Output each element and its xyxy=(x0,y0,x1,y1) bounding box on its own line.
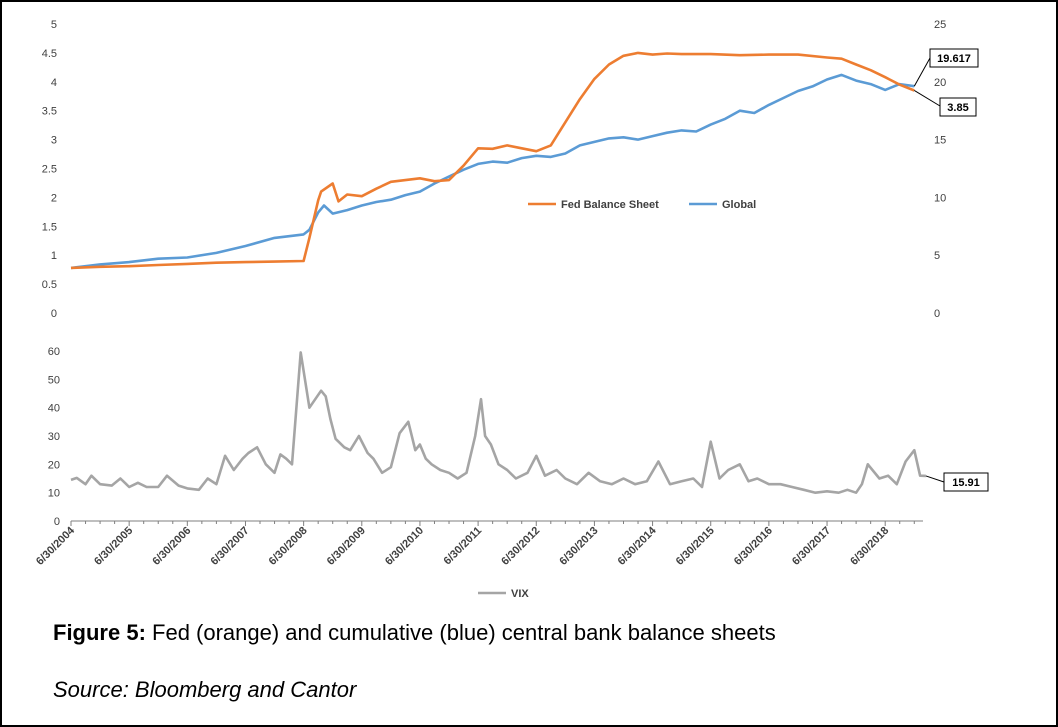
fed-series-line xyxy=(70,51,915,270)
vix-axis-tick-label: 20 xyxy=(48,459,60,471)
x-axis-tick-label: 6/30/2007 xyxy=(209,525,252,568)
x-axis-tick-label: 6/30/2010 xyxy=(383,525,426,568)
x-axis-tick-label: 6/30/2017 xyxy=(790,525,833,568)
fed-callout-leader xyxy=(914,90,941,107)
caption-text: Fed (orange) and cumulative (blue) centr… xyxy=(145,620,776,645)
x-axis-tick-label: 6/30/2012 xyxy=(499,525,542,568)
left-axis-tick-label: 2.5 xyxy=(42,164,57,176)
vix-series-line xyxy=(70,351,926,494)
x-axis-tick-label: 6/30/2011 xyxy=(442,525,485,568)
balance-sheet-chart: 0 0.5 1 1.5 2 2.5 3 3.5 4 4.5 5 0 5 10 15 20 25 Fed Balan… xyxy=(42,19,979,320)
x-axis-tick-label: 6/30/2013 xyxy=(557,525,600,568)
fed-callout-value: 3.85 xyxy=(947,102,968,114)
x-axis-tick-label: 6/30/2006 xyxy=(150,525,193,568)
left-axis-tick-label: 3.5 xyxy=(42,106,57,118)
vix-callout-leader xyxy=(925,475,945,483)
right-axis-tick-label: 5 xyxy=(934,250,940,262)
x-axis-tick-label: 6/30/2015 xyxy=(674,525,717,568)
right-axis-tick-label: 20 xyxy=(934,77,946,89)
x-axis-tick-label: 6/30/2008 xyxy=(267,525,310,568)
x-axis-tick-label: 6/30/2018 xyxy=(848,525,891,568)
right-axis-tick-label: 25 xyxy=(934,19,946,31)
right-axis-tick-label: 0 xyxy=(934,308,940,320)
vix-callout-box xyxy=(943,472,989,492)
left-axis-tick-label: 0.5 xyxy=(42,279,57,291)
left-axis-tick-label: 0 xyxy=(51,308,57,320)
x-axis-tick-label: 6/30/2005 xyxy=(92,525,135,568)
left-axis-tick-label: 4 xyxy=(51,77,57,89)
right-axis-tick-label: 10 xyxy=(934,192,946,204)
figure-caption: Figure 5: Fed (orange) and cumulative (b… xyxy=(53,620,776,646)
fed-callout-box xyxy=(939,97,977,117)
legend-fed-label: Fed Balance Sheet xyxy=(561,199,659,211)
vix-callout-value: 15.91 xyxy=(952,477,980,489)
x-axis-tick-label: 6/30/2009 xyxy=(325,525,368,568)
global-callout-value: 19.617 xyxy=(937,53,971,65)
vix-chart: 0 10 20 30 40 50 60 6/30/2004 6/30/2005 6/30/2006… xyxy=(34,346,989,600)
vix-axis-tick-label: 0 xyxy=(54,516,60,528)
vix-axis-tick-label: 10 xyxy=(48,488,60,500)
x-axis-tick-label: 6/30/2004 xyxy=(34,524,78,568)
x-axis-tick-label: 6/30/2014 xyxy=(616,524,660,568)
left-axis-tick-label: 1.5 xyxy=(42,221,57,233)
global-callout-box xyxy=(929,48,979,68)
source-note: Source: Bloomberg and Cantor xyxy=(53,677,357,702)
left-axis-tick-label: 4.5 xyxy=(42,48,57,60)
left-axis-tick-label: 3 xyxy=(51,135,57,147)
left-axis-tick-label: 1 xyxy=(51,250,57,262)
left-axis-tick-label: 5 xyxy=(51,19,57,31)
x-axis-tick-label: 6/30/2016 xyxy=(732,525,775,568)
left-axis-tick-label: 2 xyxy=(51,192,57,204)
legend-global-label: Global xyxy=(722,199,756,211)
right-axis-tick-label: 15 xyxy=(934,135,946,147)
global-series-line xyxy=(70,73,915,270)
vix-axis-tick-label: 30 xyxy=(48,431,60,443)
legend-vix-label: VIX xyxy=(511,588,529,600)
vix-axis-tick-label: 60 xyxy=(48,346,60,358)
vix-axis-tick-label: 50 xyxy=(48,374,60,386)
global-callout-leader xyxy=(913,57,931,87)
vix-axis-tick-label: 40 xyxy=(48,403,60,415)
caption-label: Figure 5: xyxy=(53,620,146,645)
